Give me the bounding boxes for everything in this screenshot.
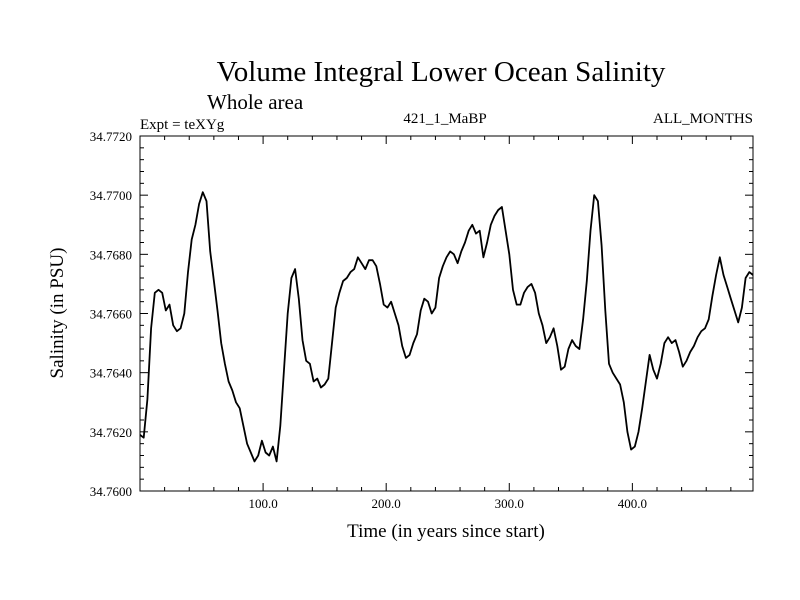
x-axis-label: Time (in years since start) xyxy=(347,521,545,542)
tick-labels: 100.0 200.0 300.0 400.0 34.7600 34.7620 34.764… xyxy=(90,129,647,511)
chart-subtitle: Whole area xyxy=(207,90,304,114)
months-label: ALL_MONTHS xyxy=(653,111,753,127)
chart-title: Volume Integral Lower Ocean Salinity xyxy=(217,56,666,88)
x-tick-label: 100.0 xyxy=(248,496,277,511)
y-tick-label: 34.7700 xyxy=(90,188,132,203)
experiment-label: Expt = teXYg xyxy=(140,117,225,133)
y-tick-label: 34.7720 xyxy=(90,129,132,144)
y-tick-label: 34.7660 xyxy=(90,307,132,322)
y-tick-label: 34.7620 xyxy=(90,425,132,440)
y-tick-label: 34.7640 xyxy=(90,366,132,381)
y-tick-label: 34.7680 xyxy=(90,247,132,262)
salinity-series-line xyxy=(139,191,754,463)
axis-ticks xyxy=(140,135,753,492)
x-tick-label: 300.0 xyxy=(495,496,524,511)
y-tick-label: 34.7600 xyxy=(90,484,132,499)
plot-frame xyxy=(139,135,754,492)
x-tick-label: 400.0 xyxy=(618,496,647,511)
x-tick-label: 200.0 xyxy=(372,496,401,511)
y-axis-label: Salinity (in PSU) xyxy=(47,248,68,379)
run-id-label: 421_1_MaBP xyxy=(403,111,486,127)
